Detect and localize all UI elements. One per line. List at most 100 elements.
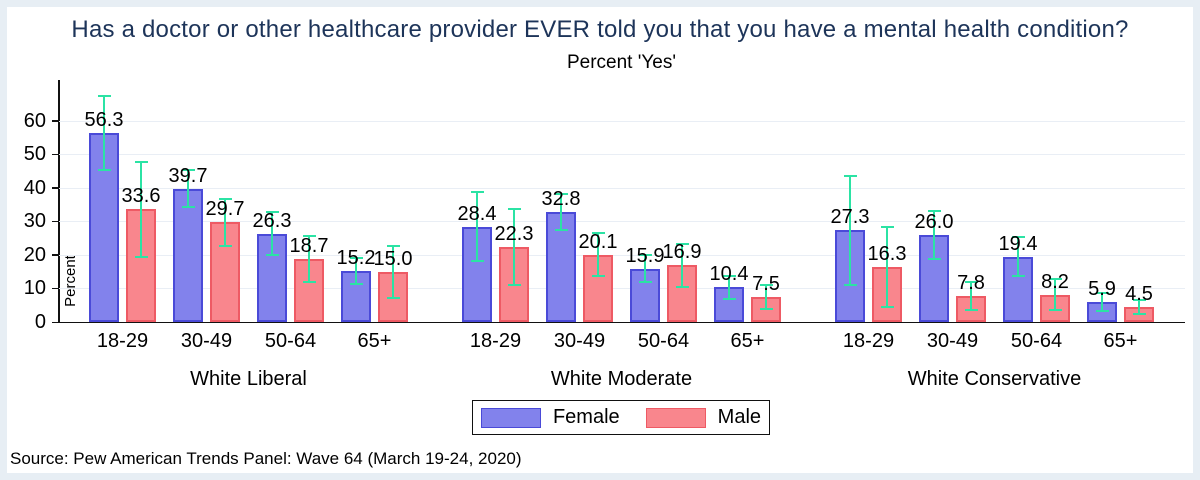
ci-cap-bottom bbox=[97, 169, 111, 172]
female-swatch bbox=[480, 407, 541, 428]
ci-cap-top bbox=[927, 210, 941, 212]
ci-cap-bottom bbox=[349, 283, 363, 286]
ci-line bbox=[849, 175, 851, 286]
bar-value-label: 27.3 bbox=[830, 206, 870, 229]
ci-cap-bottom bbox=[722, 297, 736, 300]
ci-line bbox=[271, 211, 273, 257]
y-tick-label: 20 bbox=[23, 243, 46, 266]
ci-line bbox=[644, 253, 646, 284]
ci-cap-top bbox=[880, 226, 894, 229]
x-category-label: 18-29 bbox=[96, 330, 149, 352]
ci-line bbox=[476, 191, 478, 263]
ci-cap-top bbox=[507, 207, 521, 210]
bar-value-label: 18.7 bbox=[289, 235, 329, 258]
ci-cap-top bbox=[386, 244, 400, 247]
bar-value-label: 20.1 bbox=[578, 230, 618, 253]
gridline-60 bbox=[59, 120, 1185, 122]
ci-cap-bottom bbox=[181, 206, 195, 209]
x-axis-line bbox=[58, 321, 1185, 323]
ci-line bbox=[392, 244, 394, 299]
bar-value-label: 28.4 bbox=[457, 202, 497, 225]
ci-cap-bottom bbox=[843, 283, 857, 286]
group-label-white-moderate: White Moderate bbox=[550, 368, 693, 390]
ci-cap-top bbox=[302, 235, 316, 238]
bar-value-label: 5.9 bbox=[1088, 278, 1116, 301]
legend-label-male: Male bbox=[717, 406, 762, 428]
x-category-label: 18-29 bbox=[469, 330, 522, 352]
ci-line bbox=[103, 95, 105, 172]
x-category-label: 50-64 bbox=[637, 330, 690, 352]
bar-value-label: 19.4 bbox=[998, 232, 1038, 255]
ci-cap-bottom bbox=[927, 257, 941, 260]
ci-cap-bottom bbox=[386, 296, 400, 299]
ci-line bbox=[1017, 236, 1019, 278]
bar-value-label: 4.5 bbox=[1125, 282, 1153, 305]
gridline-40 bbox=[59, 187, 1185, 189]
bar-value-label: 10.4 bbox=[709, 263, 749, 286]
bar-value-label: 33.6 bbox=[121, 185, 161, 208]
bar-value-label: 32.8 bbox=[541, 188, 581, 211]
y-tick-label: 10 bbox=[23, 277, 46, 300]
ci-cap-top bbox=[181, 169, 195, 172]
x-category-label: 65+ bbox=[1103, 330, 1138, 352]
y-tick-label: 40 bbox=[23, 176, 46, 199]
gridline-20 bbox=[59, 254, 1185, 256]
ci-cap-bottom bbox=[759, 307, 773, 310]
bar-value-label: 29.7 bbox=[205, 198, 245, 221]
ci-cap-bottom bbox=[964, 308, 978, 311]
ci-cap-bottom bbox=[1132, 313, 1146, 316]
ci-cap-top bbox=[97, 95, 111, 97]
ci-cap-bottom bbox=[507, 284, 521, 287]
ci-cap-bottom bbox=[302, 281, 316, 284]
chart-subtitle: Percent 'Yes' bbox=[566, 52, 676, 73]
ci-cap-bottom bbox=[880, 306, 894, 309]
bar-value-label: 15.9 bbox=[625, 244, 665, 267]
ci-line bbox=[886, 226, 888, 309]
ci-cap-top bbox=[722, 274, 736, 277]
bar-value-label: 39.7 bbox=[168, 164, 208, 187]
bar-value-label: 8.2 bbox=[1041, 270, 1069, 293]
ci-line bbox=[560, 192, 562, 232]
gridline-10 bbox=[59, 288, 1185, 290]
gridline-30 bbox=[59, 221, 1185, 223]
ci-line bbox=[1138, 298, 1140, 316]
ci-line bbox=[597, 232, 599, 277]
ci-line bbox=[187, 169, 189, 209]
bar-value-label: 7.5 bbox=[752, 272, 780, 295]
y-axis-title: Percent bbox=[62, 255, 79, 307]
ci-line bbox=[765, 283, 767, 310]
bar-value-label: 7.8 bbox=[957, 271, 985, 294]
ci-cap-bottom bbox=[591, 274, 605, 277]
ci-cap-top bbox=[1132, 298, 1146, 301]
ci-cap-top bbox=[349, 256, 363, 259]
x-category-label: 50-64 bbox=[1010, 330, 1063, 352]
y-tick-label: 30 bbox=[23, 210, 46, 233]
bar-male-white-moderate-30-49 bbox=[583, 254, 613, 322]
bar-value-label: 15.2 bbox=[336, 247, 376, 270]
bar-female-white-liberal-30-49 bbox=[173, 188, 203, 322]
x-category-label: 30-49 bbox=[553, 330, 606, 352]
ci-cap-top bbox=[470, 191, 484, 194]
ci-cap-top bbox=[134, 161, 148, 164]
ci-cap-top bbox=[759, 283, 773, 286]
y-tick-label: 50 bbox=[23, 143, 46, 166]
y-tick-0 bbox=[52, 321, 58, 323]
legend-entry-male: Male bbox=[645, 406, 762, 429]
gridline-50 bbox=[59, 154, 1185, 156]
ci-line bbox=[681, 242, 683, 289]
ci-cap-bottom bbox=[218, 244, 232, 247]
ci-cap-top bbox=[1048, 277, 1062, 280]
ci-line bbox=[308, 235, 310, 284]
ci-cap-bottom bbox=[638, 281, 652, 284]
ci-line bbox=[1101, 292, 1103, 313]
y-tick-label: 60 bbox=[23, 109, 46, 132]
bar-value-label: 56.3 bbox=[84, 109, 124, 132]
ci-cap-top bbox=[964, 281, 978, 284]
ci-cap-top bbox=[554, 192, 568, 195]
plot-area: Percent 0 10 20 30 40 50 60 56.3 33.6 18-29 39.7 29… bbox=[24, 80, 1185, 390]
y-tick-40 bbox=[52, 187, 58, 189]
source-note: Source: Pew American Trends Panel: Wave … bbox=[10, 449, 522, 468]
ci-cap-top bbox=[675, 242, 689, 245]
male-swatch bbox=[645, 407, 706, 428]
x-category-label: 18-29 bbox=[842, 330, 895, 352]
